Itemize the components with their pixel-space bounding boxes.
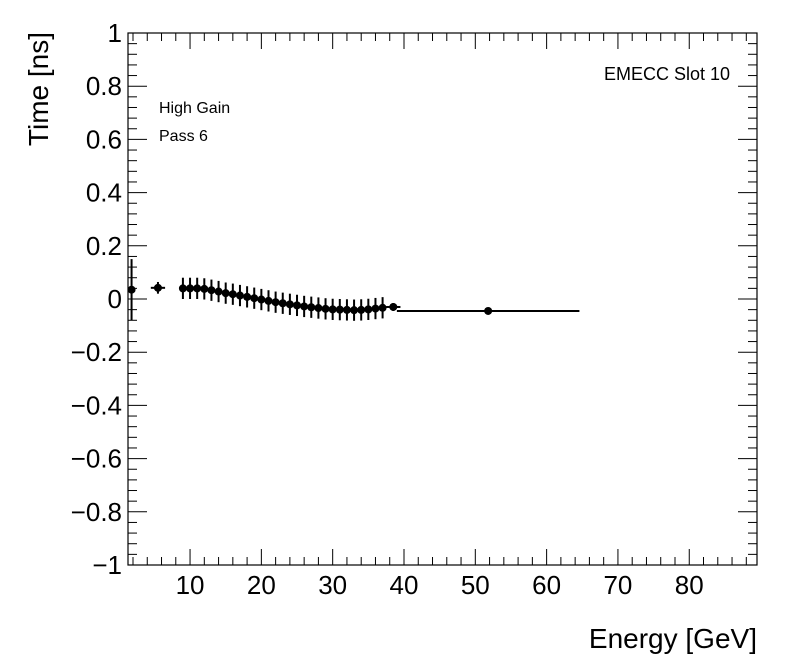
data-point <box>257 295 266 304</box>
data-point <box>200 284 209 293</box>
data-point <box>153 283 162 292</box>
data-point <box>307 303 316 312</box>
data-point <box>127 285 136 294</box>
y-tick-label: −0.2 <box>71 337 122 367</box>
data-point <box>335 305 344 314</box>
x-tick-label: 20 <box>247 570 276 600</box>
data-point <box>378 303 387 312</box>
x-tick-label: 40 <box>390 570 419 600</box>
data-point <box>389 302 398 311</box>
data-point <box>350 306 359 315</box>
data-point <box>207 286 216 295</box>
data-point <box>193 284 202 293</box>
x-axis-title: Energy [GeV] <box>589 623 757 654</box>
data-point <box>342 305 351 314</box>
data-point <box>293 301 302 310</box>
data-point <box>264 296 273 305</box>
data-series <box>127 259 580 321</box>
data-point <box>484 306 493 315</box>
annotation-pass: Pass 6 <box>159 128 208 145</box>
annotation-slot: EMECC Slot 10 <box>604 64 730 84</box>
y-tick-label: 0.8 <box>86 71 122 101</box>
x-axis-ticks: 10 20 30 40 50 60 70 80 <box>132 33 747 600</box>
data-point <box>235 291 244 300</box>
x-tick-label: 10 <box>176 570 205 600</box>
x-tick-label: 30 <box>318 570 347 600</box>
data-point <box>214 287 223 296</box>
data-point <box>250 294 259 303</box>
y-tick-label: 1 <box>108 18 122 48</box>
data-point <box>314 304 323 313</box>
data-point <box>328 305 337 314</box>
data-point <box>357 305 366 314</box>
data-point <box>285 300 294 309</box>
y-tick-label: −0.4 <box>71 390 122 420</box>
y-axis-title: Time [ns] <box>23 32 54 146</box>
y-tick-label: 0 <box>108 284 122 314</box>
y-tick-label: −0.6 <box>71 444 122 474</box>
data-point <box>278 299 287 308</box>
data-point <box>321 304 330 313</box>
data-point <box>186 284 195 293</box>
data-point <box>178 284 187 293</box>
y-tick-label: −0.8 <box>71 497 122 527</box>
y-tick-label: −1 <box>92 550 122 580</box>
x-tick-label: 70 <box>603 570 632 600</box>
x-tick-label: 50 <box>461 570 490 600</box>
data-point <box>364 305 373 314</box>
data-point <box>300 302 309 311</box>
y-tick-label: 0.2 <box>86 231 122 261</box>
data-point <box>221 289 230 298</box>
y-tick-label: 0.6 <box>86 124 122 154</box>
y-tick-label: 0.4 <box>86 178 122 208</box>
data-point <box>243 292 252 301</box>
data-point <box>271 298 280 307</box>
annotation-gain: High Gain <box>159 100 230 117</box>
data-point <box>228 290 237 299</box>
x-tick-label: 60 <box>532 570 561 600</box>
data-point <box>371 304 380 313</box>
x-tick-label: 80 <box>675 570 704 600</box>
